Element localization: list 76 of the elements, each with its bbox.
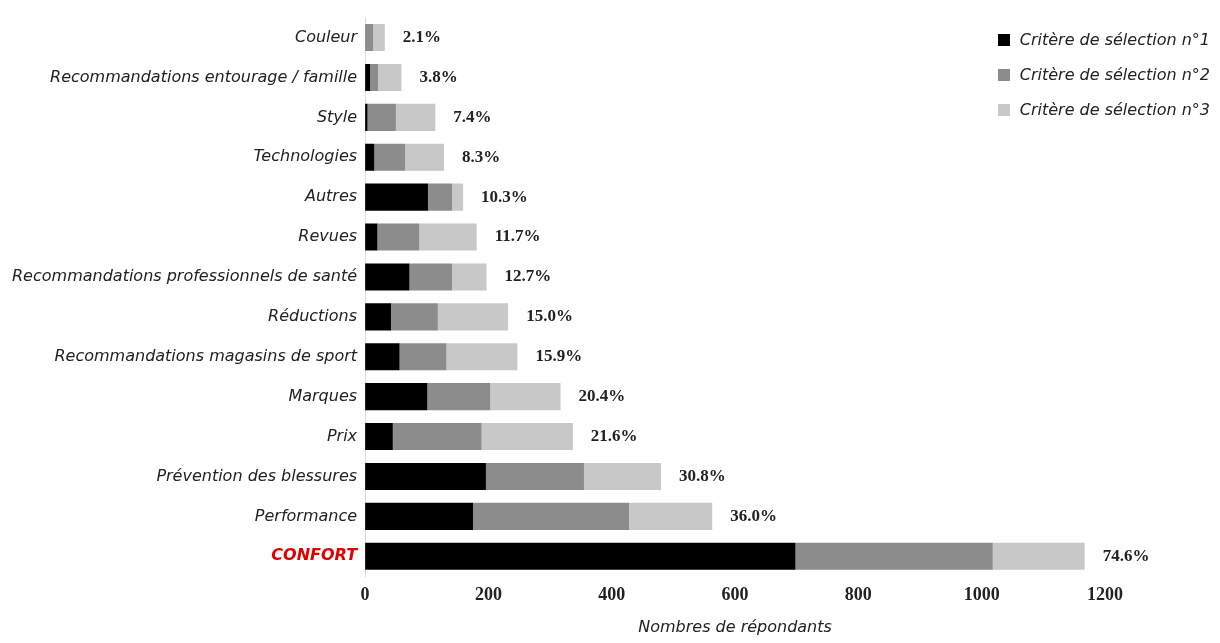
y-tick-label: Style: [316, 106, 358, 126]
bar: [409, 263, 453, 291]
x-tick-label: 0: [360, 583, 370, 604]
y-tick-label: CONFORT: [271, 545, 359, 565]
bar: [628, 502, 713, 530]
bar: [427, 383, 491, 411]
bar: [365, 303, 391, 331]
x-tick-label: 600: [721, 583, 749, 604]
annotation: 36.0%: [730, 505, 777, 525]
bar: [365, 542, 796, 570]
annotation: 15.9%: [535, 346, 583, 366]
bar: [374, 143, 406, 171]
bar: [795, 542, 993, 570]
bar: [390, 303, 438, 331]
annotation: 7.4%: [453, 106, 492, 126]
bar: [399, 343, 447, 371]
bar: [378, 63, 402, 92]
annotation: 30.8%: [679, 465, 726, 485]
annotation: 20.4%: [578, 386, 626, 406]
bar: [365, 183, 428, 211]
bar: [992, 542, 1085, 570]
x-tick-label: 800: [844, 583, 872, 604]
x-tick-label: 1000: [963, 583, 1000, 604]
bar: [365, 502, 473, 530]
y-tick-label: Prévention des blessures: [156, 465, 358, 485]
y-tick-label: Recommandations professionnels de santé: [12, 266, 358, 286]
legend-label: Critère de sélection n°3: [1019, 100, 1210, 119]
bar: [452, 183, 464, 211]
y-tick-label: Couleur: [294, 26, 359, 46]
bar: [365, 422, 393, 451]
annotation: 2.1%: [402, 26, 442, 46]
x-axis-title: Nombres de répondants: [638, 616, 832, 636]
bar: [446, 343, 518, 371]
bar: [583, 462, 662, 491]
bar: [377, 223, 420, 251]
x-tick-label: 400: [598, 583, 626, 604]
y-tick-label: Autres: [303, 186, 358, 206]
bar: [365, 343, 400, 371]
y-tick-label: Réductions: [268, 306, 358, 326]
bar: [365, 383, 428, 411]
bar: [419, 223, 477, 251]
bar: [437, 303, 509, 331]
bar: [395, 103, 436, 131]
legend-label: Critère de sélection n°2: [1019, 65, 1210, 84]
y-tick-label: Recommandations entourage / famille: [50, 66, 358, 86]
legend-label: Critère de sélection n°1: [1019, 30, 1210, 49]
bar: [370, 63, 379, 92]
annotation: 12.7%: [504, 266, 552, 286]
bar: [367, 103, 396, 131]
bar: [365, 223, 378, 251]
y-tick-label: Revues: [298, 226, 358, 246]
bar: [405, 143, 444, 171]
y-tick-label: Technologies: [253, 146, 358, 166]
bar: [485, 462, 584, 491]
bar: [365, 462, 486, 491]
annotation: 21.6%: [590, 425, 638, 445]
bar: [472, 502, 629, 530]
annotation: 8.3%: [462, 146, 501, 166]
annotation: 74.6%: [1102, 545, 1150, 565]
annotation: 11.7%: [494, 226, 541, 246]
y-tick-label: Performance: [254, 505, 358, 525]
y-tick-label: Prix: [326, 425, 358, 445]
annotation: 15.0%: [526, 306, 573, 326]
annotation: 10.3%: [481, 186, 528, 206]
bar: [373, 23, 385, 52]
x-tick-label: 200: [474, 583, 502, 604]
y-tick-label: Recommandations magasins de sport: [54, 345, 358, 365]
bar: [392, 422, 482, 451]
y-tick-label: Marques: [288, 385, 358, 405]
bar: [490, 383, 561, 411]
bar: [365, 263, 410, 291]
annotation: 3.8%: [419, 66, 458, 86]
bar: [427, 183, 453, 211]
x-tick-label: 1200: [1087, 583, 1123, 604]
bar: [481, 422, 573, 451]
bar: [452, 263, 487, 291]
